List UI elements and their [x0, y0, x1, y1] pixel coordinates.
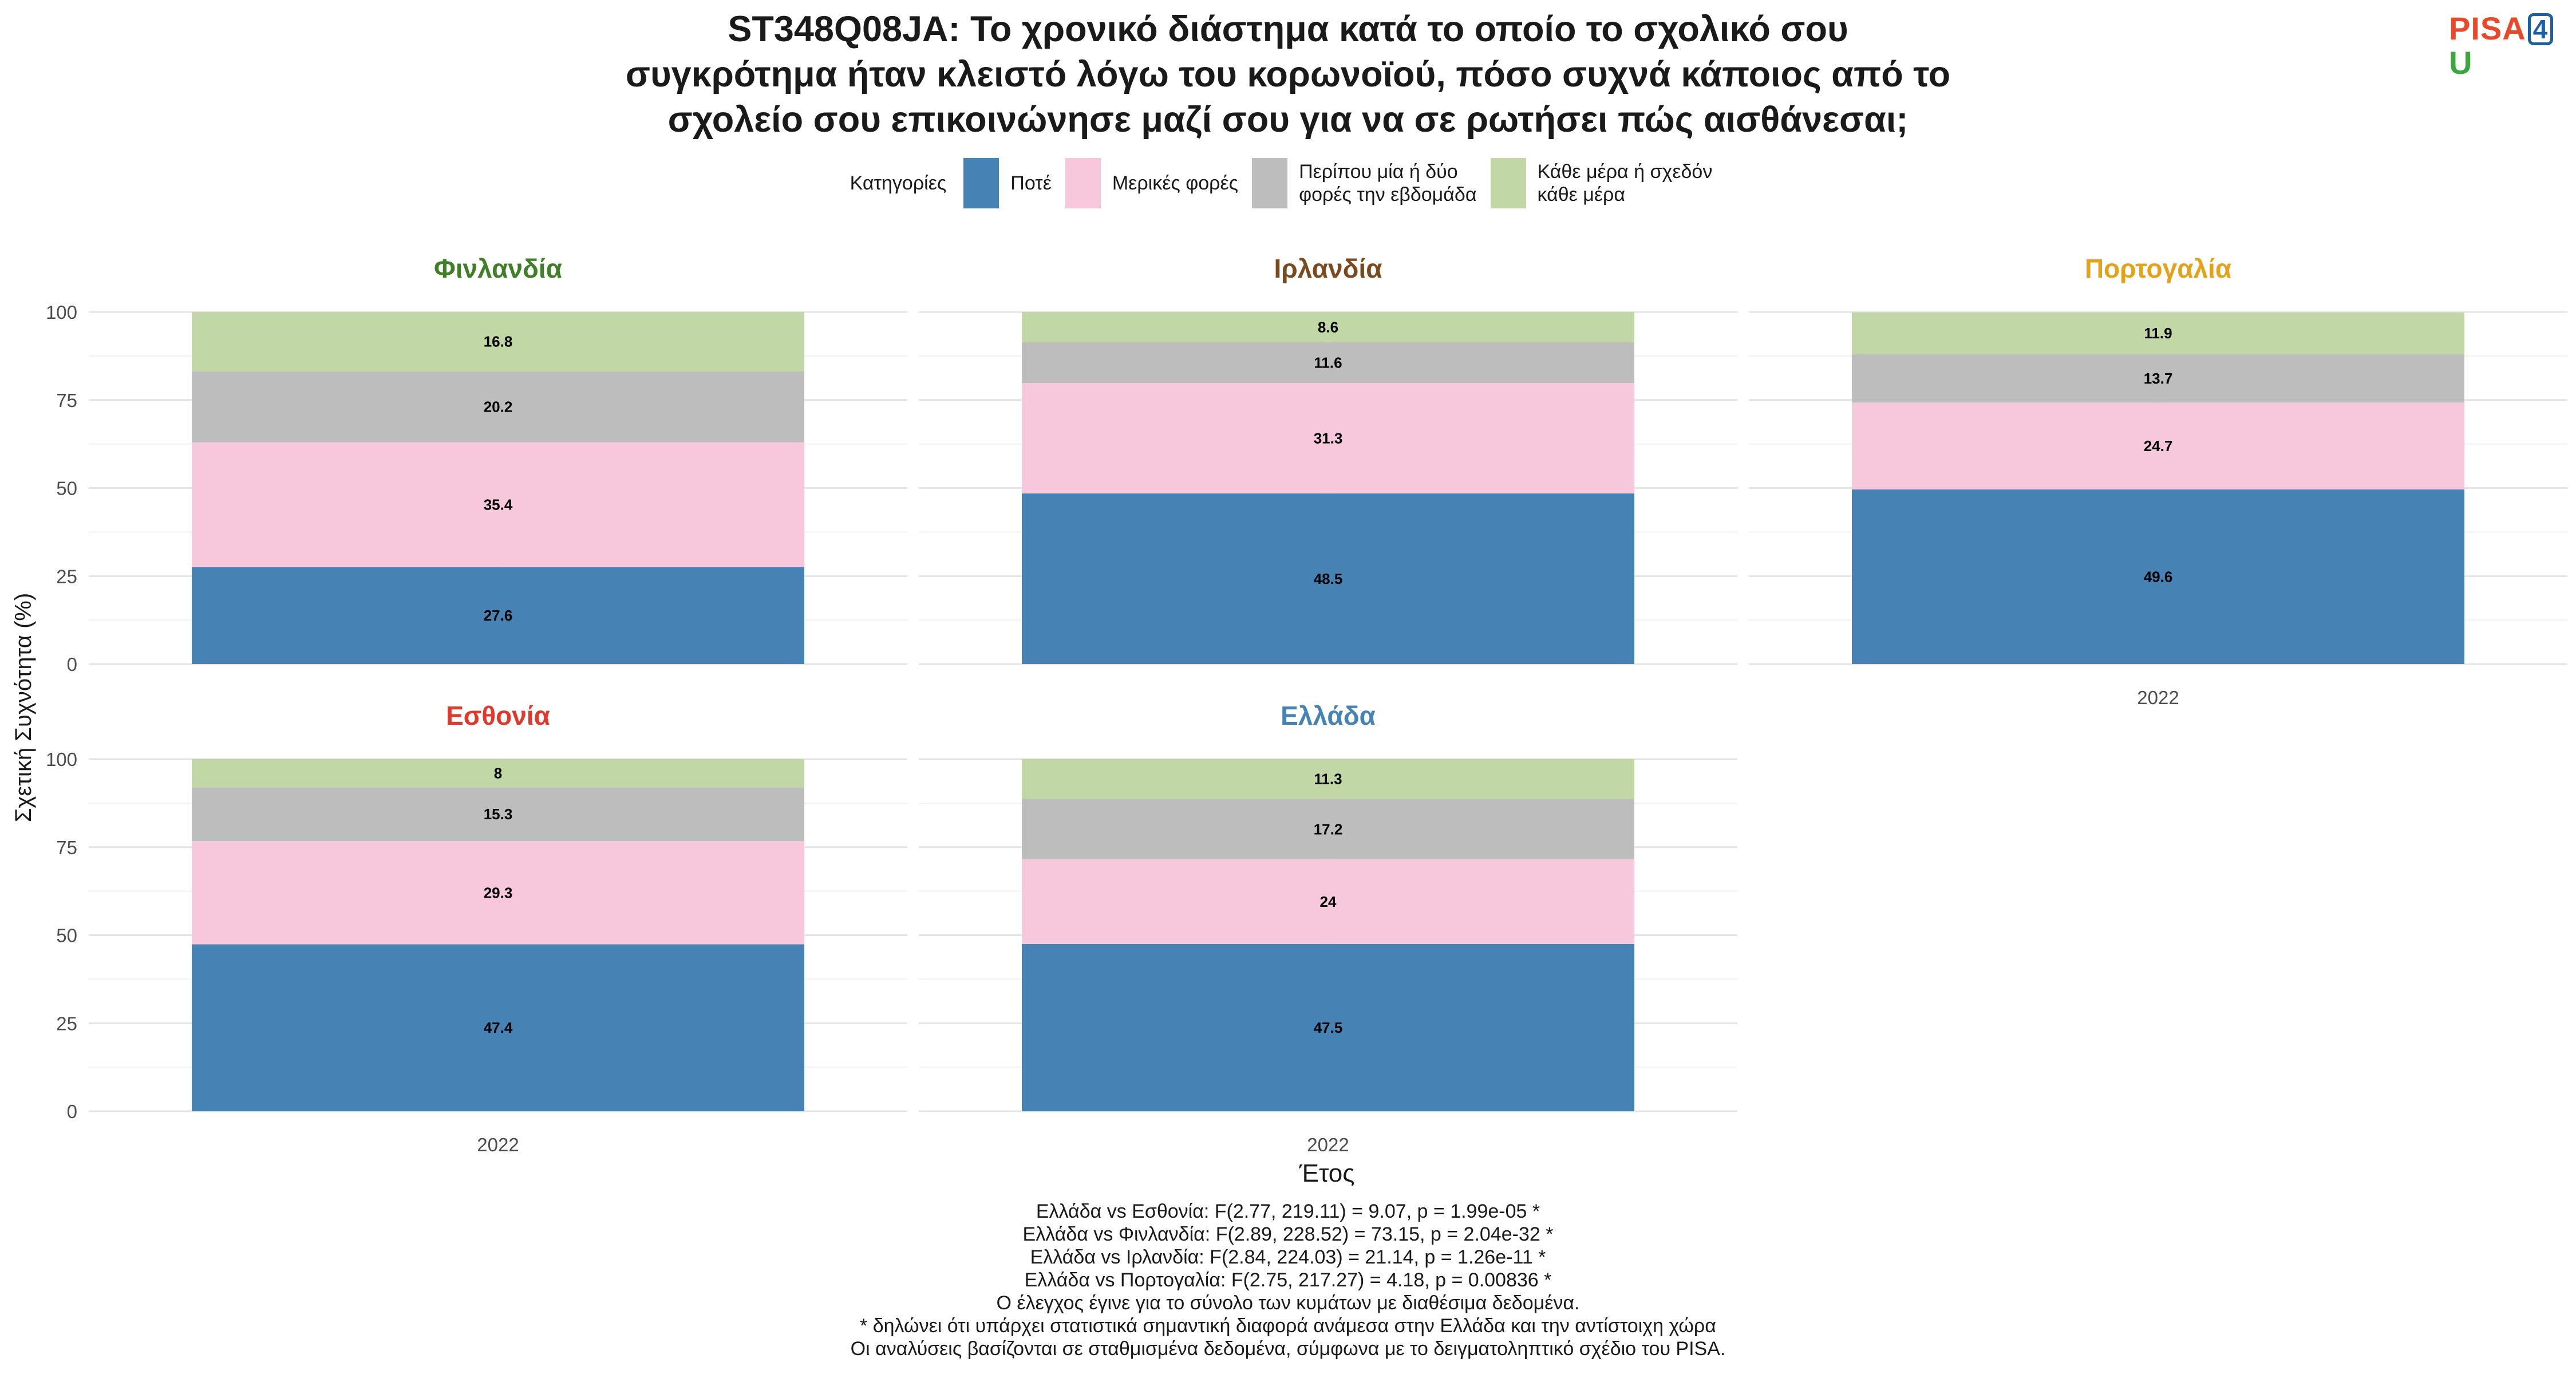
legend-item-weekly: Περίπου μία ή δύο φορές την εβδομάδα — [1252, 158, 1477, 208]
bar-segment — [192, 567, 804, 664]
data-label: 35.4 — [484, 496, 513, 513]
y-tick-label: 25 — [56, 566, 77, 587]
data-label: 20.2 — [484, 398, 513, 415]
data-label: 17.2 — [1314, 820, 1343, 838]
data-label: 48.5 — [1314, 570, 1343, 587]
data-label: 15.3 — [484, 806, 513, 823]
footnote-line: Ελλάδα vs Ιρλανδία: F(2.84, 224.03) = 21… — [1030, 1246, 1546, 1268]
data-label: 47.5 — [1314, 1019, 1343, 1036]
legend-swatch — [1065, 158, 1101, 208]
bar-segment — [1022, 799, 1634, 860]
chart-title-line: συγκρότημα ήταν κλειστό λόγω του κορωνοϊ… — [625, 54, 1951, 94]
chart-title-line: ST348Q08JA: Το χρονικό διάστημα κατά το … — [728, 9, 1848, 49]
y-tick-label: 50 — [56, 925, 77, 946]
bar-segment — [1022, 859, 1634, 944]
footnote-line: Ελλάδα vs Φινλανδία: F(2.89, 228.52) = 7… — [1022, 1223, 1554, 1245]
legend-label: Ποτέ — [1010, 172, 1052, 194]
panel-title: Ελλάδα — [1281, 701, 1376, 731]
footnote: Ελλάδα vs Εσθονία: F(2.77, 219.11) = 9.0… — [515, 1200, 2061, 1360]
panel-title: Φινλανδία — [434, 254, 562, 283]
bar-segment — [192, 312, 804, 372]
data-label: 29.3 — [484, 884, 513, 901]
y-axis-title: Σχετική Συχνότητα (%) — [11, 593, 36, 823]
bar-segment — [1852, 312, 2464, 354]
footnote-line: Ο έλεγχος έγινε για το σύνολο των κυμάτω… — [996, 1292, 1580, 1314]
logo-text-pisa: PISA — [2449, 10, 2526, 46]
y-tick-label: 0 — [67, 654, 77, 675]
y-tick-label: 100 — [46, 749, 77, 770]
footnote-line: Οι αναλύσεις βασίζονται σε σταθμισμένα δ… — [850, 1338, 1726, 1360]
y-tick-label: 75 — [56, 390, 77, 411]
data-label: 11.9 — [2144, 325, 2172, 342]
logo-text-u: U — [2449, 45, 2473, 81]
bar-segment — [1022, 383, 1634, 493]
footnote-line: * δηλώνει ότι υπάρχει στατιστικά σημαντι… — [860, 1315, 1716, 1337]
data-label: 11.3 — [1314, 771, 1342, 788]
legend-label: Μερικές φορές — [1112, 172, 1239, 194]
data-label: 13.7 — [2144, 370, 2173, 387]
panel-title: Πορτογαλία — [2085, 254, 2231, 283]
panel-title: Εσθονία — [446, 701, 550, 731]
panel: 47.5 24 17.2 11.3 Ελλάδα 2022 — [919, 701, 1737, 1155]
data-label: 31.3 — [1314, 429, 1343, 447]
bar-segment — [192, 944, 804, 1111]
y-tick-label: 75 — [56, 837, 77, 858]
bar-segment — [1022, 759, 1634, 799]
bar-segment — [1022, 342, 1634, 384]
legend-label: Κάθε μέρα ή σχεδόν κάθε μέρα — [1537, 161, 1713, 206]
chart-title-line: σχολείο σου επικοινώνησε μαζί σου για να… — [667, 100, 1909, 140]
data-label: 47.4 — [484, 1019, 513, 1036]
y-tick-label: 25 — [56, 1013, 77, 1034]
panel: 0 25 50 75 100 27.6 35.4 20.2 16.8 Φινλανδία — [46, 254, 907, 675]
y-tick-label: 100 — [46, 302, 77, 323]
data-label: 24 — [1320, 893, 1337, 910]
bar-segment — [192, 841, 804, 945]
logo-text-four: 4 — [2527, 13, 2554, 45]
panel-title: Ιρλανδία — [1274, 254, 1382, 283]
legend-item-sometimes: Μερικές φορές — [1065, 158, 1238, 208]
legend-item-daily: Κάθε μέρα ή σχεδόν κάθε μέρα — [1490, 158, 1713, 208]
panel: 49.6 24.7 13.7 11.9 Πορτογαλία 2022 — [1749, 254, 2567, 708]
pisa4u-logo: PISA 4 U — [2449, 10, 2576, 80]
legend-swatch — [1490, 158, 1526, 208]
bar-segment — [192, 442, 804, 567]
legend: Κατηγορίες Ποτέ Μερικές φορές Περίπου μί… — [0, 155, 2576, 212]
legend-swatch — [1252, 158, 1288, 208]
bar-segment — [1022, 493, 1634, 664]
data-label: 8.6 — [1318, 318, 1338, 335]
data-label: 16.8 — [484, 333, 513, 350]
bar-segment — [1852, 402, 2464, 489]
legend-label: Περίπου μία ή δύο φορές την εβδομάδα — [1299, 161, 1477, 206]
data-label: 24.7 — [2144, 437, 2173, 455]
bar-segment — [1852, 489, 2464, 664]
y-tick-label: 50 — [56, 478, 77, 499]
panel: 48.5 31.3 11.6 8.6 Ιρλανδία — [919, 254, 1737, 665]
bar-segment — [192, 759, 804, 788]
footnote-line: Ελλάδα vs Πορτογαλία: F(2.75, 217.27) = … — [1024, 1269, 1552, 1291]
chart-title: ST348Q08JA: Το χρονικό διάστημα κατά το … — [258, 7, 2318, 143]
data-label: 11.6 — [1314, 354, 1342, 372]
legend-title: Κατηγορίες — [850, 172, 947, 194]
legend-item-never: Ποτέ — [963, 158, 1052, 208]
panel: 0 25 50 75 100 47.4 29.3 15.3 8 Εσθονία 2022 — [46, 701, 907, 1155]
data-label: 8 — [494, 765, 502, 782]
bar-segment — [192, 787, 804, 842]
bar-segment — [192, 371, 804, 443]
legend-swatch — [963, 158, 999, 208]
x-tick-label: 2022 — [477, 1134, 519, 1155]
footnote-line: Ελλάδα vs Εσθονία: F(2.77, 219.11) = 9.0… — [1036, 1201, 1540, 1222]
x-tick-label: 2022 — [2137, 687, 2179, 708]
y-tick-label: 0 — [67, 1101, 77, 1122]
bar-segment — [1852, 354, 2464, 403]
x-axis-title: Έτος — [1299, 1159, 1355, 1187]
bar-segment — [1022, 312, 1634, 342]
bar-segment — [1022, 943, 1634, 1111]
x-tick-label: 2022 — [1307, 1134, 1349, 1155]
data-label: 49.6 — [2144, 568, 2173, 585]
data-label: 27.6 — [484, 607, 513, 624]
